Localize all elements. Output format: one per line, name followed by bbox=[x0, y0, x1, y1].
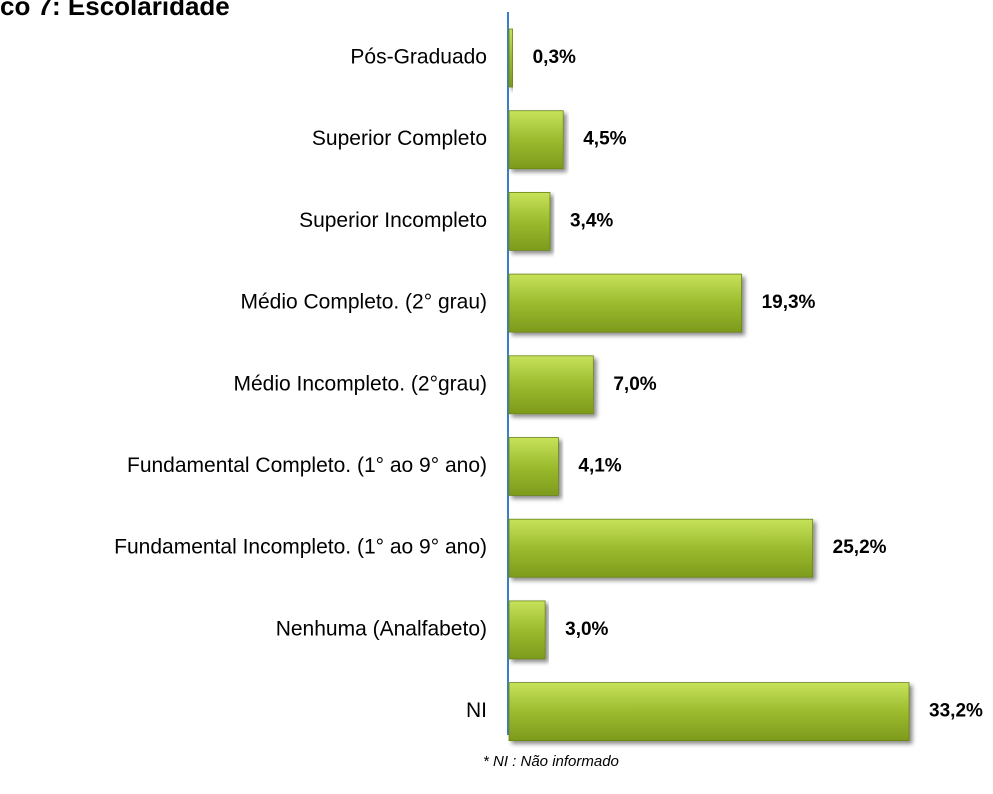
bar bbox=[508, 28, 514, 88]
bar bbox=[508, 682, 910, 741]
value-label: 4,1% bbox=[578, 456, 621, 477]
category-label: Superior Incompleto bbox=[299, 209, 487, 232]
bar bbox=[508, 600, 546, 660]
category-label: Médio Completo. (2° grau) bbox=[240, 291, 487, 314]
chart-title: co 7: Escolaridade bbox=[0, 0, 230, 21]
bar bbox=[508, 355, 594, 415]
bar bbox=[508, 273, 742, 333]
bar bbox=[508, 191, 551, 251]
bar bbox=[508, 518, 814, 578]
category-label: Fundamental Incompleto. (1° ao 9° ano) bbox=[114, 536, 487, 559]
category-label: Superior Completo bbox=[312, 127, 487, 150]
bar bbox=[508, 110, 564, 170]
category-label: Médio Incompleto. (2°grau) bbox=[233, 372, 487, 395]
value-label: 0,3% bbox=[533, 47, 576, 68]
value-label: 3,0% bbox=[565, 619, 608, 640]
value-label: 4,5% bbox=[583, 129, 626, 150]
value-label: 3,4% bbox=[570, 210, 613, 231]
value-label: 33,2% bbox=[929, 701, 983, 722]
category-label: Fundamental Completo. (1° ao 9° ano) bbox=[127, 454, 487, 477]
bar bbox=[508, 437, 559, 496]
category-label: Nenhuma (Analfabeto) bbox=[276, 617, 487, 640]
value-label: 19,3% bbox=[762, 292, 816, 313]
footnote: * NI : Não informado bbox=[483, 753, 619, 770]
category-label: NI bbox=[466, 699, 487, 722]
category-label: Pós-Graduado bbox=[350, 46, 487, 69]
value-label: 7,0% bbox=[613, 374, 656, 395]
value-label: 25,2% bbox=[833, 537, 887, 558]
